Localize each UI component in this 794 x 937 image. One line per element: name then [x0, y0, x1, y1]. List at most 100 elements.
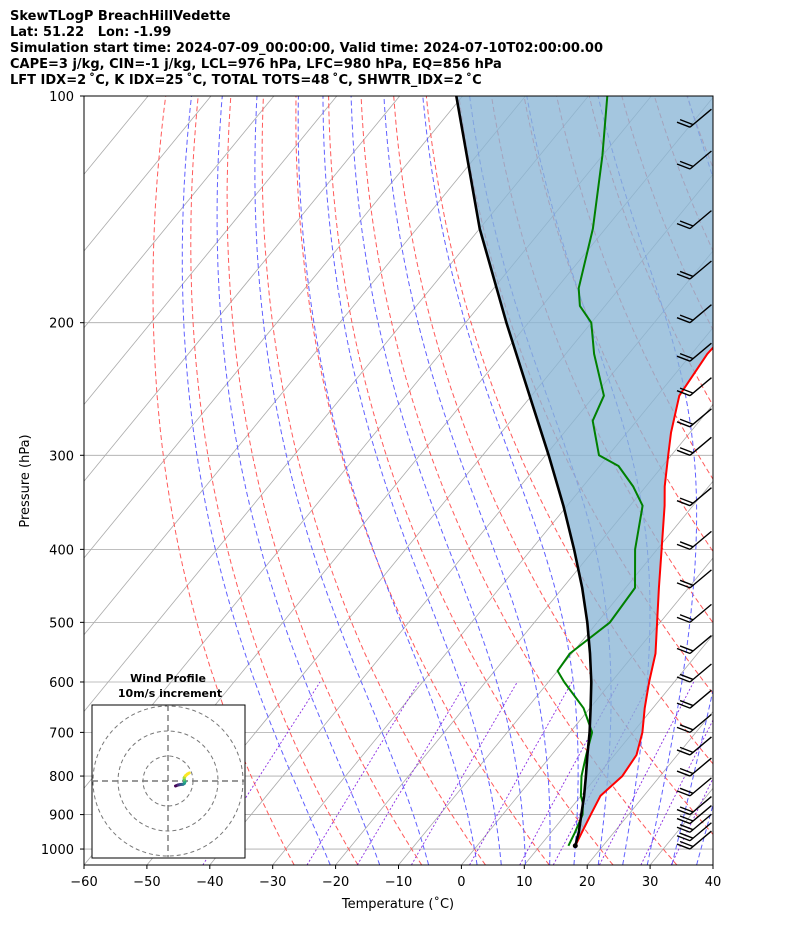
- wind-barb-flag: [679, 645, 694, 652]
- wind-barb: [676, 260, 712, 280]
- isotherm-line: [84, 96, 526, 636]
- mixing-ratio-line: [469, 681, 573, 865]
- moist-adiabat-line: [322, 96, 502, 865]
- wind-barb-staff: [689, 805, 712, 825]
- wind-barb-flag: [679, 832, 694, 839]
- wind-barb-flag: [676, 421, 691, 428]
- moist-adiabat-line: [350, 96, 526, 865]
- x-tick-label: −40: [196, 875, 223, 890]
- y-tick-label: 500: [49, 616, 74, 631]
- wind-barb: [676, 757, 712, 777]
- wind-barb-staff: [689, 663, 712, 683]
- wind-barb-staff: [689, 713, 712, 733]
- dry-adiabat-line: [360, 96, 678, 865]
- wind-barb-staff: [689, 304, 712, 324]
- wind-barb-flag: [676, 449, 691, 456]
- dry-adiabat-line: [393, 96, 713, 836]
- y-tick-label: 600: [49, 676, 74, 691]
- x-tick-label: 0: [457, 875, 465, 890]
- y-tick-label: 900: [49, 809, 74, 824]
- x-tick-label: −60: [70, 875, 97, 890]
- dry-adiabat-line: [152, 96, 295, 865]
- moist-adiabat-line: [383, 96, 551, 865]
- x-tick-label: 30: [642, 875, 659, 890]
- x-tick-label: −30: [259, 875, 286, 890]
- wind-barb-flag: [676, 582, 691, 589]
- wind-barb: [676, 377, 712, 397]
- y-tick-label: 100: [49, 90, 74, 105]
- wind-barb-staff: [689, 487, 712, 507]
- dry-adiabat-line: [720, 96, 794, 865]
- wind-barb-flag: [679, 118, 694, 126]
- isotherm-line: [209, 250, 713, 865]
- wind-barb-flag: [679, 746, 694, 754]
- wind-barb-flag: [676, 702, 691, 709]
- wind-barb: [676, 796, 712, 816]
- wind-barb-staff: [689, 210, 712, 230]
- wind-barb-flag: [676, 500, 691, 507]
- wind-barb-flag: [676, 121, 691, 128]
- wind-barb-staff: [689, 736, 712, 756]
- wind-barb: [676, 304, 712, 324]
- y-tick-label: 300: [49, 449, 74, 464]
- wind-barb-staff: [689, 377, 712, 397]
- dry-adiabat-line: [295, 96, 550, 865]
- wind-barb-flag: [679, 699, 694, 707]
- y-axis-label: Pressure (hPa): [18, 434, 33, 527]
- wind-barb-flag: [676, 676, 691, 683]
- parcel-profile: [455, 96, 593, 847]
- moist-adiabat-line: [597, 96, 698, 865]
- wind-barb-flag: [676, 355, 691, 362]
- wind-barb-flag: [676, 790, 691, 797]
- isotherm-line: [84, 96, 401, 482]
- dry-adiabat-line: [328, 96, 614, 865]
- wind-barb-flag: [676, 543, 691, 551]
- moist-adiabat-line: [254, 96, 430, 865]
- wind-barb-flag: [679, 614, 694, 621]
- title-line-indices: LFT IDX=2 ˚C, K IDX=25 ˚C, TOTAL TOTS=48…: [10, 73, 482, 88]
- isotherm-line: [84, 96, 275, 329]
- wind-barb-flag: [676, 749, 691, 756]
- wind-barb: [676, 569, 712, 589]
- wind-barb-flag: [679, 673, 694, 681]
- x-tick-label: −20: [322, 875, 349, 890]
- y-tick-label: 400: [49, 543, 74, 558]
- wind-barb-flag: [676, 726, 691, 734]
- wind-barb: [676, 408, 712, 428]
- wind-barb-flag: [676, 770, 691, 777]
- wind-barb-flag: [676, 647, 691, 655]
- dry-adiabat-line: [226, 96, 423, 865]
- wind-barb-flag: [676, 835, 691, 842]
- moist-adiabat-line: [721, 96, 794, 865]
- mixing-ratio-line: [599, 681, 695, 865]
- wind-barb-flag: [679, 220, 694, 227]
- wind-barb: [676, 777, 712, 797]
- isotherm-line: [398, 480, 713, 865]
- moist-adiabat-line: [181, 96, 331, 865]
- isotherm-line: [712, 864, 713, 865]
- wind-barb-flag: [676, 808, 691, 816]
- wind-barb-flag: [679, 579, 694, 586]
- x-tick-label: 20: [579, 875, 596, 890]
- isotherm-line: [84, 96, 212, 252]
- wind-barb-flag: [676, 817, 691, 825]
- wind-barb-staff: [689, 822, 712, 842]
- wind-barb: [676, 689, 712, 709]
- wind-barb: [676, 108, 712, 128]
- wind-barb: [676, 634, 712, 655]
- wind-barb-flag: [679, 767, 694, 775]
- wind-barb: [676, 603, 712, 624]
- wind-barb: [676, 663, 712, 683]
- wind-barb-staff: [689, 260, 712, 280]
- wind-barbs: [676, 108, 712, 850]
- mixing-ratio-line: [356, 681, 467, 865]
- dewpoint-profile: [556, 96, 644, 847]
- wind-barb-staff: [689, 108, 712, 128]
- isotherm-line: [84, 96, 338, 406]
- profiles: [455, 96, 713, 849]
- parcel-start-marker: [572, 843, 578, 849]
- wind-barb: [676, 822, 712, 842]
- hodograph-segment: [186, 771, 191, 776]
- x-tick-label: −50: [133, 875, 160, 890]
- wind-barb-flag: [679, 806, 694, 813]
